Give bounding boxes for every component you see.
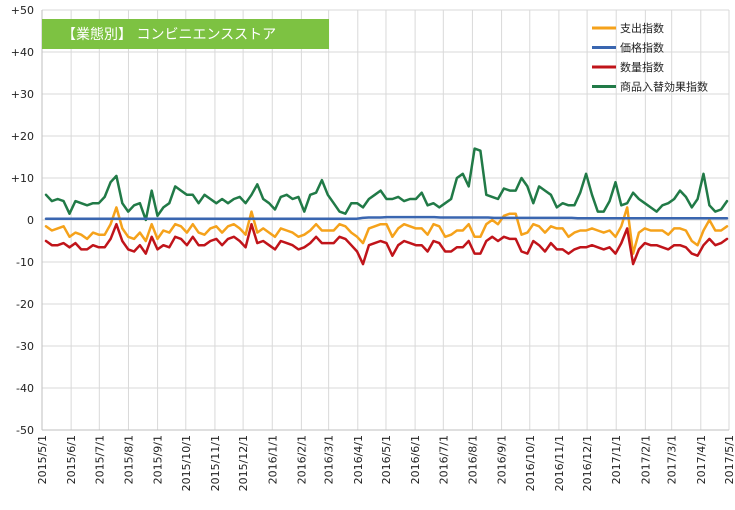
x-tick-label: 2016/1/1 (266, 435, 279, 484)
series-line (44, 215, 729, 220)
grid-lines (41, 9, 730, 431)
legend-label: 支出指数 (620, 21, 664, 35)
y-tick-label: +30 (11, 88, 34, 101)
x-tick-label: 2016/5/1 (380, 435, 393, 484)
y-tick-label: -20 (16, 298, 34, 311)
y-tick-label: 0 (27, 214, 34, 227)
x-tick-label: 2017/3/1 (666, 435, 679, 484)
x-tick-label: 2015/11/1 (209, 435, 222, 491)
x-tick-label: 2015/7/1 (93, 435, 106, 484)
x-tick-label: 2016/3/1 (323, 435, 336, 484)
x-tick-label: 2015/6/1 (65, 435, 78, 484)
legend-item: 商品入替効果指数 (592, 80, 708, 94)
y-tick-label: -30 (16, 340, 34, 353)
y-tick-label: -10 (16, 256, 34, 269)
x-tick-label: 2016/10/1 (524, 435, 537, 491)
legend-label: 数量指数 (620, 60, 664, 74)
y-tick-label: +10 (11, 172, 34, 185)
x-tick-label: 2016/6/1 (409, 435, 422, 484)
x-tick-label: 2016/9/1 (496, 435, 509, 484)
x-tick-label: 2017/4/1 (695, 435, 708, 484)
x-tick-label: 2016/8/1 (466, 435, 479, 484)
series-line (44, 206, 729, 255)
y-tick-label: +40 (11, 46, 34, 59)
series-line (44, 222, 729, 266)
x-tick-label: 2015/10/1 (180, 435, 193, 491)
x-tick-label: 2016/7/1 (437, 435, 450, 484)
x-tick-label: 2017/5/1 (723, 435, 735, 484)
x-tick-label: 2016/2/1 (295, 435, 308, 484)
y-tick-label: -50 (16, 424, 34, 437)
x-tick-label: 2017/2/1 (639, 435, 652, 484)
chart-title-text: 【業態別】 コンビニエンスストア (62, 27, 276, 43)
legend-item: 数量指数 (592, 60, 664, 74)
x-tick-label: 2015/8/1 (122, 435, 135, 484)
x-tick-label: 2015/9/1 (152, 435, 165, 484)
legend-label: 価格指数 (620, 41, 664, 55)
x-tick-label: 2015/5/1 (36, 435, 49, 484)
legend-label: 商品入替効果指数 (620, 80, 708, 94)
x-tick-label: 2016/12/1 (581, 435, 594, 491)
x-tick-label: 2016/11/1 (553, 435, 566, 491)
chart-title: 【業態別】 コンビニエンスストア (42, 19, 329, 49)
y-tick-label: +20 (11, 130, 34, 143)
x-tick-label: 2017/1/1 (610, 435, 623, 484)
x-tick-label: 2016/4/1 (352, 435, 365, 484)
x-axis-tick-labels: 2015/5/1 2015/6/1 2015/7/1 2015/8/1 2015/9/1… (36, 435, 735, 491)
series-line (44, 147, 729, 222)
legend-item: 支出指数 (592, 21, 664, 35)
y-axis-tick-labels: +50 +40 +30 +20 +10 0 -10 -20 -30 -40 -50 (11, 4, 34, 437)
series-lines (44, 147, 729, 266)
y-tick-label: +50 (11, 4, 34, 17)
x-tick-label: 2015/12/1 (237, 435, 250, 491)
y-tick-label: -40 (16, 382, 34, 395)
chart-title-box (42, 19, 329, 49)
legend-item: 価格指数 (592, 41, 664, 55)
